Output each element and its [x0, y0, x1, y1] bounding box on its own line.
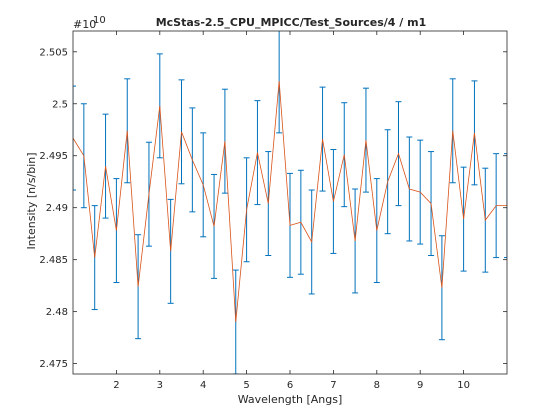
x-tick-label: 9 [417, 380, 423, 391]
x-tick-label: 2 [113, 380, 119, 391]
y-tick-label: 2.505 [39, 47, 68, 58]
errorbar [504, 153, 507, 259]
y-exponent-label: #10 10 [73, 15, 106, 31]
chart-title: McStas-2.5_CPU_MPICC/Test_Sources/4 / m1 [156, 16, 427, 29]
x-axis-ticks: 2 3 4 5 6 7 8 9 10 [113, 31, 470, 391]
y-tick-label: 2.49 [46, 203, 68, 214]
y-axis-ticks: 2.475 2.48 2.485 2.49 2.495 2.5 2.505 [39, 47, 507, 370]
y-tick-label: 2.475 [39, 359, 68, 370]
x-tick-label: 7 [330, 380, 336, 391]
y-tick-label: 2.5 [52, 99, 68, 110]
y-axis-label: Intensity [n/s/bin] [25, 152, 38, 249]
x-tick-label: 6 [287, 380, 293, 391]
plot-area [73, 31, 507, 374]
x-axis-label: Wavelength [Angs] [238, 393, 343, 406]
series-line [73, 80, 507, 323]
x-tick-label: 8 [374, 380, 380, 391]
y-exponent-base: #10 [73, 18, 96, 31]
x-tick-label: 5 [243, 380, 249, 391]
y-exponent-power: 10 [93, 15, 106, 26]
x-tick-label: 4 [200, 380, 206, 391]
y-tick-label: 2.48 [46, 307, 68, 318]
y-tick-label: 2.485 [39, 255, 68, 266]
x-tick-label: 3 [157, 380, 163, 391]
y-tick-label: 2.495 [39, 151, 68, 162]
errorbar [73, 85, 76, 191]
plot-content [73, 31, 507, 374]
x-tick-label: 10 [457, 380, 470, 391]
